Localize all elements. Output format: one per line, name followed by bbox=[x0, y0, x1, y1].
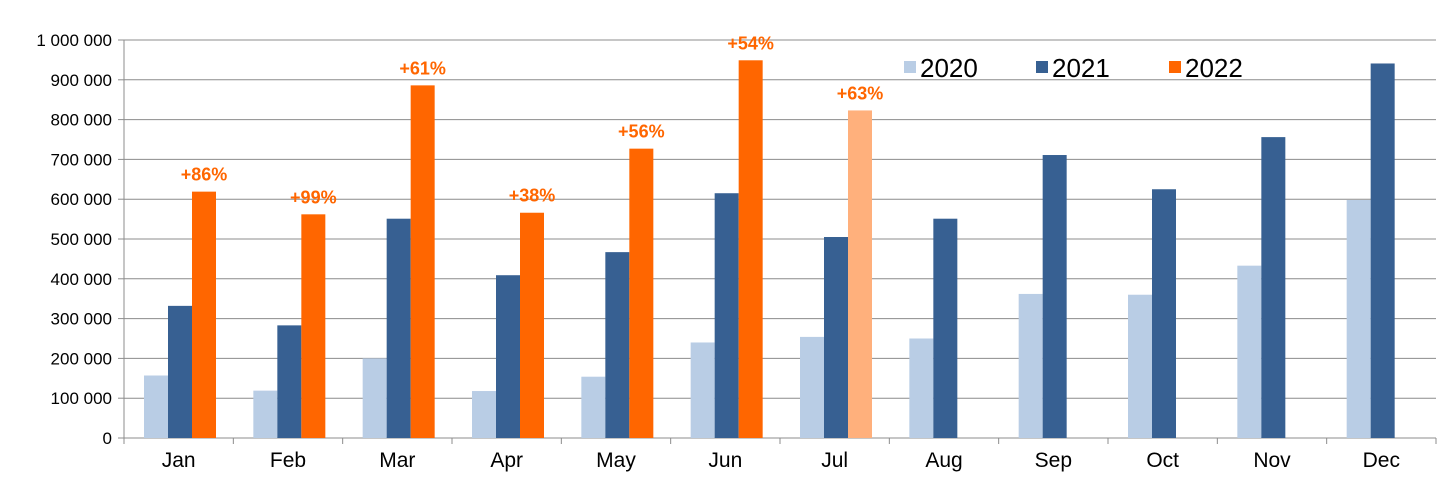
bar-2021-may bbox=[605, 252, 630, 438]
bar-2020-mar bbox=[362, 358, 387, 438]
x-tick-label-apr: Apr bbox=[490, 449, 523, 472]
growth-label-jun: +54% bbox=[727, 33, 774, 53]
y-tick-label-7: 700 000 bbox=[51, 150, 112, 169]
y-tick-label-6: 600 000 bbox=[51, 190, 112, 209]
legend-label-2022: 2022 bbox=[1185, 53, 1243, 83]
y-tick-label-2: 200 000 bbox=[51, 349, 112, 368]
bar-2021-jun bbox=[714, 193, 739, 438]
bar-2020-may bbox=[581, 376, 606, 438]
bar-2020-oct bbox=[1128, 294, 1152, 438]
y-tick-label-10: 1 000 000 bbox=[36, 31, 112, 50]
growth-label-jan: +86% bbox=[181, 165, 228, 185]
bar-2020-sep bbox=[1018, 293, 1043, 438]
growth-label-mar: +61% bbox=[399, 58, 446, 78]
growth-label-apr: +38% bbox=[509, 186, 556, 206]
y-tick-label-5: 500 000 bbox=[51, 230, 112, 249]
y-tick-label-3: 300 000 bbox=[51, 310, 112, 329]
bar-2022-may bbox=[629, 148, 654, 439]
y-tick-label-0: 0 bbox=[103, 429, 112, 448]
bar-2020-jan bbox=[144, 375, 168, 438]
x-tick-label-oct: Oct bbox=[1146, 449, 1179, 472]
bar-2021-feb bbox=[277, 325, 302, 438]
bar-2021-apr bbox=[496, 275, 520, 438]
bar-2020-apr bbox=[472, 391, 496, 438]
bar-2021-mar bbox=[386, 218, 411, 438]
bar-2020-aug bbox=[909, 338, 934, 438]
y-tick-label-1: 100 000 bbox=[51, 389, 112, 408]
bar-2022-jul bbox=[848, 110, 872, 439]
x-tick-label-sep: Sep bbox=[1035, 449, 1072, 472]
bar-2021-dec bbox=[1370, 63, 1395, 439]
bar-2022-apr bbox=[520, 212, 544, 438]
bar-2022-jun bbox=[738, 60, 763, 438]
y-tick-label-8: 800 000 bbox=[51, 111, 112, 130]
legend-swatch-2021 bbox=[1036, 61, 1048, 73]
bar-2021-nov bbox=[1261, 137, 1286, 438]
x-tick-label-aug: Aug bbox=[925, 449, 962, 472]
growth-label-may: +56% bbox=[618, 122, 665, 142]
bar-2022-mar bbox=[410, 85, 435, 438]
bar-2020-feb bbox=[253, 390, 278, 438]
bar-2021-sep bbox=[1042, 155, 1067, 438]
legend-swatch-2022 bbox=[1169, 61, 1181, 73]
x-tick-label-feb: Feb bbox=[270, 449, 306, 472]
x-tick-label-jun: Jun bbox=[708, 449, 742, 472]
growth-label-feb: +99% bbox=[290, 187, 337, 207]
legend-label-2020: 2020 bbox=[920, 53, 978, 83]
x-tick-label-nov: Nov bbox=[1253, 449, 1291, 472]
bar-2020-dec bbox=[1346, 199, 1371, 438]
bar-2020-jul bbox=[800, 336, 824, 438]
x-tick-label-jan: Jan bbox=[162, 449, 196, 472]
x-tick-label-dec: Dec bbox=[1363, 449, 1400, 472]
bar-2022-feb bbox=[301, 214, 326, 438]
bar-2020-jun bbox=[690, 342, 715, 438]
y-tick-label-9: 900 000 bbox=[51, 71, 112, 90]
legend-swatch-2020 bbox=[904, 61, 916, 73]
bar-2021-jul bbox=[824, 237, 848, 438]
growth-label-jul: +63% bbox=[837, 83, 884, 103]
x-tick-label-jul: Jul bbox=[821, 449, 848, 472]
bar-2021-oct bbox=[1152, 189, 1176, 438]
bar-2022-jan bbox=[192, 191, 216, 438]
x-tick-label-mar: Mar bbox=[379, 449, 415, 472]
legend-label-2021: 2021 bbox=[1052, 53, 1110, 83]
bar-2021-jan bbox=[168, 305, 192, 438]
x-tick-label-may: May bbox=[596, 449, 636, 472]
y-tick-label-4: 400 000 bbox=[51, 270, 112, 289]
bar-2021-aug bbox=[933, 218, 958, 438]
bar-2020-nov bbox=[1237, 265, 1262, 438]
